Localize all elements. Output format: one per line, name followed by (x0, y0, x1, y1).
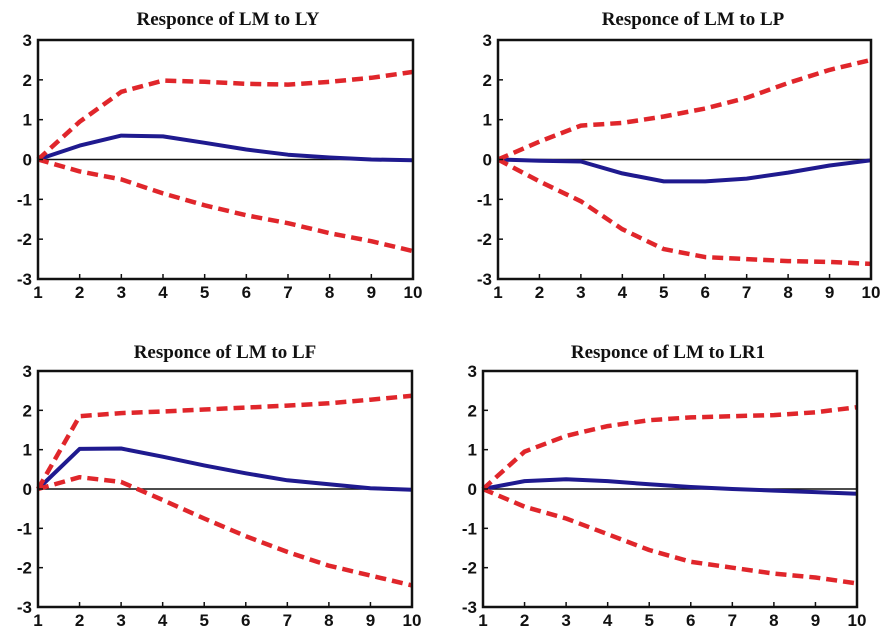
x-tick-label: 1 (478, 611, 487, 630)
y-tick-label: 1 (483, 111, 492, 130)
y-tick-label: 1 (23, 111, 32, 130)
x-tick-label: 8 (769, 611, 778, 630)
y-tick-label: 2 (468, 401, 477, 420)
y-tick-label: -2 (477, 230, 492, 249)
y-tick-label: -1 (477, 190, 492, 209)
x-tick-label: 3 (576, 283, 585, 302)
x-tick-label: 4 (618, 283, 628, 302)
x-tick-label: 7 (742, 283, 751, 302)
chart-title: Responce of LM to LY (137, 9, 320, 30)
x-tick-label: 1 (493, 283, 502, 302)
y-tick-label: 3 (23, 31, 32, 50)
x-tick-label: 6 (241, 611, 250, 630)
x-tick-label: 10 (404, 283, 423, 302)
x-tick-label: 9 (825, 283, 834, 302)
y-tick-label: -1 (17, 519, 32, 538)
y-tick-label: 2 (23, 71, 32, 90)
y-tick-label: 1 (468, 441, 477, 460)
y-tick-label: -2 (462, 559, 477, 578)
x-tick-label: 5 (659, 283, 668, 302)
response-line (36, 446, 413, 492)
upper-band-line (36, 69, 414, 162)
x-tick-label: 10 (403, 611, 422, 630)
x-tick-label: 3 (561, 611, 570, 630)
y-tick-label: -1 (462, 519, 477, 538)
x-tick-label: 4 (603, 611, 613, 630)
x-tick-label: 1 (33, 283, 42, 302)
x-tick-label: 6 (700, 283, 709, 302)
lower-band-line (37, 157, 414, 254)
y-tick-label: 1 (23, 441, 32, 460)
y-tick-label: 3 (23, 362, 32, 381)
y-tick-label: 0 (23, 480, 32, 499)
upper-band-line (481, 404, 858, 491)
y-tick-label: -2 (17, 559, 32, 578)
x-tick-label: 5 (644, 611, 653, 630)
x-tick-label: 9 (366, 611, 375, 630)
y-tick-label: -2 (17, 230, 32, 249)
response-line (37, 133, 414, 163)
y-tick-label: 3 (468, 362, 477, 381)
upper-band-line (497, 57, 872, 162)
y-tick-label: 2 (23, 401, 32, 420)
x-tick-label: 9 (811, 611, 820, 630)
x-tick-label: 2 (535, 283, 544, 302)
response-line (482, 477, 858, 496)
response-line (497, 157, 872, 184)
y-tick-label: 0 (483, 151, 492, 170)
x-tick-label: 7 (283, 283, 292, 302)
lower-band-line (37, 474, 413, 588)
y-tick-label: -1 (17, 190, 32, 209)
x-tick-label: 3 (116, 611, 125, 630)
y-tick-label: 0 (468, 480, 477, 499)
x-tick-label: 10 (862, 283, 881, 302)
x-tick-label: 5 (200, 283, 209, 302)
x-tick-label: 2 (75, 611, 84, 630)
x-tick-label: 5 (199, 611, 208, 630)
x-tick-label: 6 (686, 611, 695, 630)
x-tick-label: 3 (117, 283, 126, 302)
x-tick-label: 9 (367, 283, 376, 302)
x-tick-label: 7 (283, 611, 292, 630)
y-tick-label: 0 (23, 151, 32, 170)
lower-band-line (482, 486, 858, 586)
y-tick-label: 2 (483, 71, 492, 90)
chart-title: Responce of LM to LR1 (571, 342, 765, 363)
chart-title: Responce of LM to LF (134, 342, 317, 363)
x-tick-label: 7 (728, 611, 737, 630)
y-tick-label: -3 (17, 598, 32, 617)
x-tick-label: 8 (324, 611, 333, 630)
lower-band-line (496, 157, 872, 267)
y-tick-label: 3 (483, 31, 492, 50)
x-tick-label: 2 (520, 611, 529, 630)
x-tick-label: 8 (783, 283, 792, 302)
x-tick-label: 4 (158, 283, 168, 302)
x-tick-label: 2 (75, 283, 84, 302)
chart-title: Responce of LM to LP (602, 9, 785, 30)
x-tick-label: 8 (325, 283, 334, 302)
x-tick-label: 1 (33, 611, 42, 630)
y-tick-label: -3 (17, 270, 32, 289)
y-tick-label: -3 (477, 270, 492, 289)
y-tick-label: -3 (462, 598, 477, 617)
upper-band-line (36, 393, 413, 491)
x-tick-label: 10 (848, 611, 867, 630)
x-tick-label: 6 (242, 283, 251, 302)
x-tick-label: 4 (158, 611, 168, 630)
